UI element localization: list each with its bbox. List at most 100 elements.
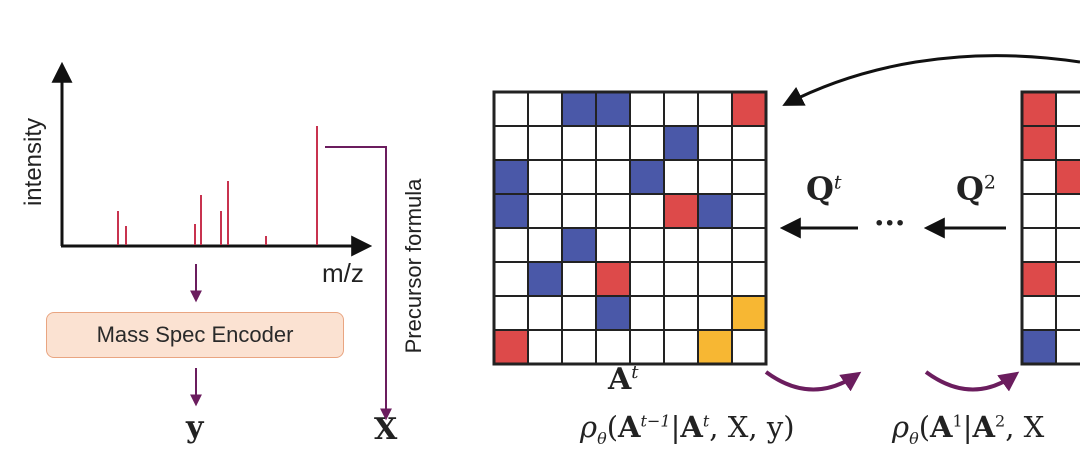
f2-bar: |: [962, 410, 973, 444]
f1-sub: θ: [597, 428, 607, 448]
y-axis-label: intensity: [20, 117, 47, 207]
matrix-label-base: A: [608, 362, 632, 397]
reverse-formula-2: ρθ(A1|A2, X: [892, 410, 1044, 448]
f1-rho: ρ: [580, 410, 598, 444]
f1-bar: |: [670, 410, 681, 444]
matrix-cell-empty: [561, 261, 597, 297]
matrix-cell-empty: [1021, 193, 1057, 229]
matrix-cell-blue: [595, 295, 631, 331]
matrix-cell-empty: [493, 261, 529, 297]
matrix-cell-red: [1021, 125, 1057, 161]
matrix-cell-empty: [561, 125, 597, 161]
f2-a2: A: [972, 410, 996, 444]
f2-sup1: 1: [952, 411, 963, 431]
ellipsis: ···: [874, 206, 906, 241]
q-right-label: Q2: [956, 170, 996, 208]
matrix-cell-empty: [1021, 159, 1057, 195]
matrix-cell-empty: [663, 261, 699, 297]
matrix-cell-empty: [595, 125, 631, 161]
matrix-cell-empty: [527, 193, 563, 229]
q-left-superscript: t: [833, 171, 842, 194]
matrix-frame: [1020, 90, 1080, 366]
f2-sup2: 2: [995, 411, 1006, 431]
top-feedback-arrow: [782, 54, 1080, 106]
precursor-formula-label: Precursor formula: [401, 178, 426, 354]
q-left-label: Qt: [806, 170, 842, 208]
matrix-cell-empty: [731, 193, 767, 229]
x-axis-label: m/z: [322, 258, 364, 288]
matrix-cell-empty: [629, 329, 665, 365]
matrix-cell-empty: [731, 159, 767, 195]
matrix-cell-empty: [1055, 193, 1080, 229]
matrix-cell-empty: [1021, 227, 1057, 263]
reverse-step-arrow-2: [924, 370, 1020, 392]
matrix-cell-empty: [527, 329, 563, 365]
f2-paren: (: [918, 410, 931, 444]
q-right-superscript: 2: [983, 171, 996, 194]
f2-rest: , X: [1005, 410, 1045, 444]
matrix-cell-empty: [663, 91, 699, 127]
matrix-cell-yellow: [731, 295, 767, 331]
matrix-cell-empty: [561, 193, 597, 229]
matrix-cell-empty: [629, 91, 665, 127]
matrix-cell-empty: [595, 193, 631, 229]
formula-x-symbol: X: [374, 412, 398, 447]
matrix-cell-empty: [697, 295, 733, 331]
matrix-cell-red: [1021, 91, 1057, 127]
matrix-cell-empty: [527, 91, 563, 127]
matrix-cell-empty: [731, 125, 767, 161]
matrix-cell-empty: [629, 261, 665, 297]
matrix-frame: [492, 90, 768, 366]
f2-a: A: [930, 410, 953, 444]
f1-sup1: t−1: [640, 411, 671, 431]
matrix-cell-empty: [561, 329, 597, 365]
matrix-cell-empty: [629, 193, 665, 229]
matrix-cell-empty: [697, 159, 733, 195]
matrix-cell-empty: [493, 125, 529, 161]
f1-sup2: t: [702, 411, 710, 431]
matrix-cell-blue: [493, 193, 529, 229]
q-right-base: Q: [956, 170, 984, 208]
matrix-cell-empty: [527, 227, 563, 263]
matrix-cell-blue: [629, 159, 665, 195]
q-left-base: Q: [806, 170, 834, 208]
f1-rest: , X, y): [709, 410, 795, 444]
adjacency-matrix-left: [492, 90, 768, 366]
reverse-step-arrow-1: [764, 370, 862, 392]
mass-spec-encoder: Mass Spec Encoder: [46, 312, 344, 358]
matrix-cell-red: [1055, 159, 1080, 195]
matrix-cell-empty: [1055, 227, 1080, 263]
matrix-cell-red: [731, 91, 767, 127]
matrix-cell-empty: [731, 227, 767, 263]
matrix-cell-empty: [527, 159, 563, 195]
matrix-cell-empty: [663, 159, 699, 195]
matrix-cell-empty: [1055, 329, 1080, 365]
matrix-label-superscript: t: [631, 362, 639, 383]
matrix-cell-blue: [595, 91, 631, 127]
precursor-connector: [325, 146, 392, 421]
matrix-cell-empty: [493, 227, 529, 263]
embedding-y-symbol: y: [186, 410, 204, 445]
reverse-formula-1: ρθ(At−1|At, X, y): [580, 410, 795, 448]
matrix-cell-empty: [595, 227, 631, 263]
f2-sub: θ: [909, 428, 919, 448]
adjacency-matrix-right: [1020, 90, 1080, 366]
f1-paren: (: [606, 410, 619, 444]
matrix-cell-empty: [595, 159, 631, 195]
matrix-cell-empty: [493, 91, 529, 127]
matrix-cell-blue: [561, 227, 597, 263]
matrix-cell-blue: [561, 91, 597, 127]
matrix-cell-empty: [1055, 91, 1080, 127]
matrix-cell-empty: [527, 295, 563, 331]
matrix-cell-empty: [1055, 295, 1080, 331]
matrix-cell-blue: [663, 125, 699, 161]
matrix-cell-red: [663, 193, 699, 229]
matrix-cell-empty: [697, 91, 733, 127]
spectrum-peaks: [117, 126, 318, 245]
matrix-cell-empty: [697, 227, 733, 263]
matrix-cell-empty: [731, 261, 767, 297]
matrix-cell-empty: [663, 227, 699, 263]
f2-rho: ρ: [892, 410, 910, 444]
matrix-cell-blue: [493, 159, 529, 195]
